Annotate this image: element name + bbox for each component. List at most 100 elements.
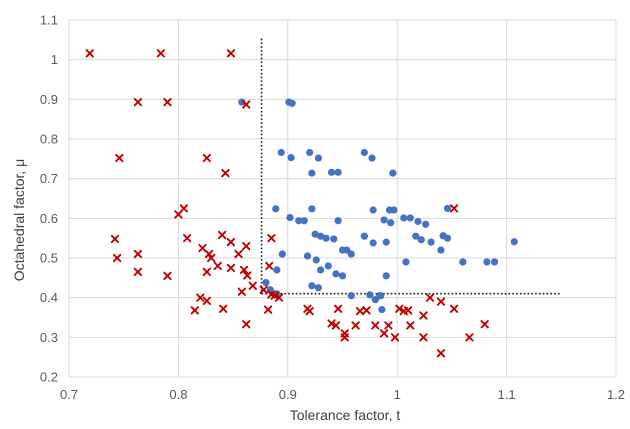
cross-point [480, 320, 489, 329]
cross-point [331, 321, 341, 330]
reference-lines [260, 38, 562, 295]
circle-point [437, 246, 445, 254]
cross-point [179, 204, 189, 213]
circle-point [414, 217, 422, 226]
cross-point [362, 306, 371, 315]
x-tick-label: 0.7 [60, 387, 78, 402]
y-tick-label: 0.7 [40, 171, 58, 186]
y-tick-label: 0.3 [40, 330, 58, 345]
cross-point [379, 329, 389, 338]
circle-point [324, 262, 332, 270]
circle-point [443, 204, 452, 213]
cross-point [133, 267, 143, 277]
circle-point [312, 256, 320, 264]
x-axis-ticks: 0.7 0.8 0.9 1 1.1 1.2 [60, 387, 625, 402]
cross-point [265, 261, 274, 271]
circle-point [317, 266, 325, 274]
cross-point [183, 234, 192, 243]
cross-point [218, 230, 227, 240]
cross-point [351, 321, 360, 330]
cross-point [221, 168, 230, 178]
cross-point [419, 333, 428, 342]
circle-point [334, 168, 342, 176]
circle-point [277, 148, 285, 157]
cross-point [242, 320, 251, 329]
circle-point [327, 168, 336, 176]
cross-point [242, 100, 251, 109]
circle-point [360, 148, 368, 157]
circle-point [369, 239, 377, 247]
circle-point [308, 169, 316, 177]
cross-point [133, 97, 143, 107]
circle-point [382, 272, 390, 280]
cross-point [449, 204, 459, 213]
circle-point [377, 292, 385, 300]
cross-point [219, 304, 228, 313]
circle-point [387, 219, 395, 227]
cross-point [207, 253, 216, 263]
y-tick-label: 0.4 [40, 290, 58, 305]
y-tick-label: 0.6 [40, 211, 58, 226]
cross-point [234, 249, 243, 259]
cross-point [384, 321, 393, 330]
y-tick-label: 0.2 [40, 370, 58, 385]
cross-point [163, 271, 172, 280]
cross-series [85, 49, 489, 358]
cross-point [436, 297, 446, 306]
cross-point [110, 234, 120, 244]
cross-point [242, 241, 251, 251]
circle-point [380, 216, 388, 224]
circle-point [238, 98, 246, 106]
cross-point [115, 153, 124, 163]
circle-point [360, 232, 368, 240]
x-tick-label: 0.9 [279, 387, 297, 402]
cross-point [449, 304, 459, 313]
circle-point [510, 238, 518, 246]
cross-point [395, 304, 404, 313]
y-tick-label: 0.5 [40, 251, 58, 266]
cross-point [263, 305, 273, 314]
cross-point [112, 253, 122, 263]
circle-point [459, 258, 467, 266]
circle-point [402, 258, 410, 266]
cross-point [425, 293, 435, 302]
cross-point [239, 265, 249, 275]
cross-point [274, 293, 284, 302]
circle-point [278, 250, 286, 258]
circle-point [483, 258, 491, 266]
y-tick-label: 1 [51, 52, 58, 67]
cross-point [340, 333, 349, 342]
cross-point [198, 243, 207, 253]
cross-point [226, 237, 236, 247]
cross-point [333, 304, 343, 313]
cross-point [226, 263, 236, 273]
x-axis-title: Tolerance factor, t [290, 407, 401, 423]
circle-point [427, 238, 435, 246]
circle-point [272, 205, 280, 213]
circle-point [314, 154, 323, 162]
circle-point [322, 234, 330, 242]
y-tick-label: 0.9 [40, 92, 58, 107]
cross-point [133, 249, 143, 259]
y-axis-title: Octahedral factor, μ [11, 159, 27, 281]
x-tick-label: 1.1 [498, 387, 516, 402]
circle-point [314, 284, 323, 292]
cross-point [237, 287, 247, 296]
circle-point [308, 205, 316, 213]
cross-point [163, 97, 172, 107]
x-tick-label: 0.8 [169, 387, 187, 402]
circle-point [366, 291, 374, 299]
cross-point [403, 306, 413, 315]
cross-point [267, 234, 276, 243]
y-tick-label: 1.1 [40, 13, 58, 28]
cross-point [202, 267, 211, 277]
cross-point [436, 349, 446, 358]
circle-point [303, 252, 312, 260]
x-tick-label: 1.2 [607, 387, 625, 402]
circle-point [422, 220, 430, 228]
y-axis-ticks: 0.2 0.3 0.4 0.5 0.6 0.7 0.8 0.9 1 1.1 [40, 13, 58, 385]
cross-point [204, 249, 214, 259]
cross-point [390, 333, 400, 342]
circle-point [286, 213, 294, 222]
circle-point [378, 305, 386, 314]
